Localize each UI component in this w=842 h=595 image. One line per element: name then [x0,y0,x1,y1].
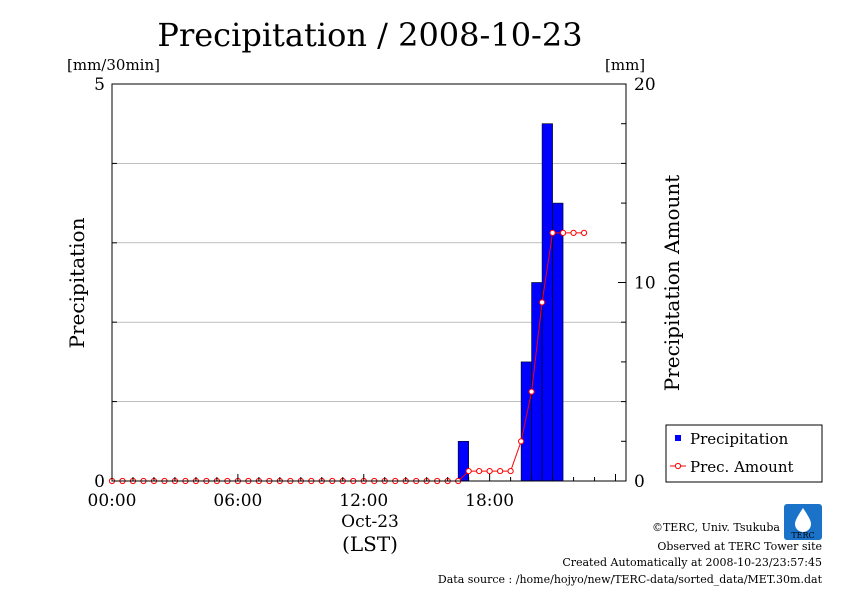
amount-point [580,229,588,236]
legend-box [665,424,823,483]
amount-point [507,467,514,475]
right-tick-label: 10 [634,274,656,294]
footer-source: Data source : /home/hojyo/new/TERC-data/… [438,573,823,586]
terc-logo: TERC [784,504,822,540]
amount-point [476,467,483,475]
chart-title: Precipitation / 2008-10-23 [157,16,582,54]
right-axis-title: Precipitation Amount [660,175,684,392]
right-axis-unit: [mm] [605,56,645,74]
amount-point [538,299,546,306]
amount-point [570,229,577,236]
right-tick-label: 0 [634,472,645,492]
right-tick-label: 20 [634,75,656,95]
x-tick-label: 18:00 [465,491,514,511]
logo-text: TERC [791,531,814,540]
amount-line [108,229,588,485]
amount-point [549,229,556,236]
left-axis-title: Precipitation [65,217,89,348]
left-tick-label: 0 [94,472,105,492]
precipitation-bar [552,202,564,482]
legend-label-precipitation: Precipitation [690,430,789,448]
precipitation-bar [520,361,532,482]
amount-point [528,388,535,395]
left-tick-labels: 05 [94,75,105,492]
precipitation-bar [457,440,469,482]
timezone-label: (LST) [342,532,398,556]
logo-drop-icon [795,508,811,532]
left-tick-label: 5 [94,75,105,95]
footer-observed: Observed at TERC Tower site [657,540,822,553]
x-tick-label: 00:00 [88,491,137,511]
amount-point [559,229,567,236]
amount-point [465,467,472,475]
footer-copyright: ©TERC, Univ. Tsukuba [652,521,780,534]
x-tick-labels: 00:00 06:00 12:00 18:00 [88,491,515,511]
legend-line-marker [674,462,682,470]
amount-point [497,467,504,475]
legend-label-amount: Prec. Amount [690,458,794,476]
legend: Precipitation Prec. Amount [665,424,823,483]
x-tick-label: 06:00 [213,491,262,511]
amount-point [486,467,493,475]
right-tick-labels: 0 10 20 [634,75,656,492]
left-axis-unit: [mm/30min] [67,56,160,74]
amount-point [518,438,525,445]
date-label: Oct-23 [341,512,399,532]
axis-ticks [111,83,626,482]
x-tick-label: 12:00 [339,491,388,511]
legend-bar-swatch [675,435,681,441]
footer-created: Created Automatically at 2008-10-23/23:5… [562,556,822,569]
